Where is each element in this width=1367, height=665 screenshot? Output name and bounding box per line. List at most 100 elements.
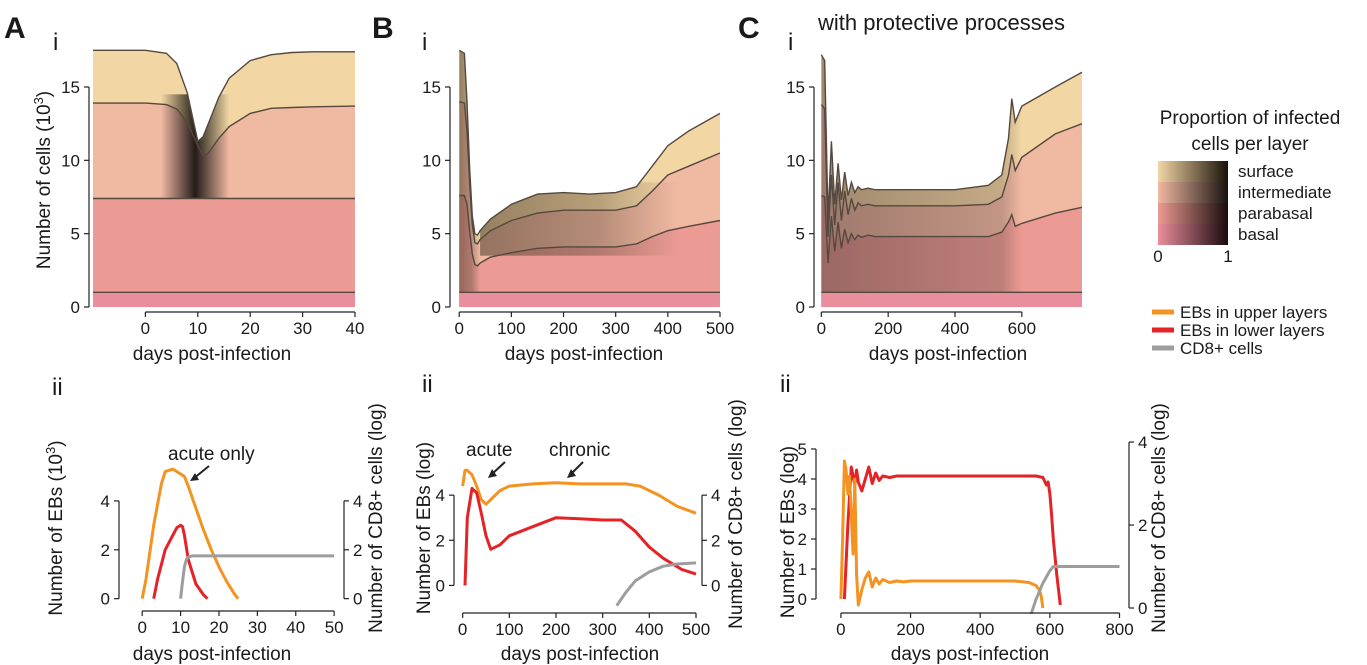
y-tick-label: 0 [71, 298, 80, 317]
plot-c-i: 0 200 400 600 0 5 10 15 [786, 54, 1083, 338]
y-tick-label: 0 [798, 590, 807, 609]
x-tick-label: 20 [210, 618, 229, 637]
y-tick-label: 1 [798, 560, 807, 579]
x-tick-label: 400 [635, 620, 663, 639]
layer-legend-label-basal: basal [1238, 225, 1279, 244]
panel-label-c: C [738, 12, 760, 45]
y-tick-label: 2 [436, 531, 445, 550]
y-tick-label: 0 [101, 590, 110, 609]
y2-tick-label: 0 [711, 576, 720, 595]
line-legend-label: CD8+ cells [1180, 339, 1263, 358]
annotation-arrowhead-acute [488, 469, 497, 478]
panel-c-title: with protective processes [817, 10, 1065, 35]
x-tick-label: 30 [293, 319, 312, 338]
boundary-surface [93, 49, 355, 143]
x-tick-label: 40 [346, 319, 365, 338]
boundary-intermediate [459, 101, 721, 245]
layer-legend-title-1: Proportion of infected [1160, 108, 1341, 129]
y-tick-label: 5 [71, 225, 80, 244]
xlabel-a-i: days post-infection [133, 344, 291, 365]
ylabel-a-ii: Number of EBs (103) [43, 440, 67, 615]
ylabel-a-i: Number of cells (103) [31, 91, 55, 269]
x-tick-label: 500 [706, 319, 734, 338]
annotation-arrowhead-acute-only [190, 473, 199, 481]
sub-label-a-i: i [53, 29, 58, 56]
line-legend-label: EBs in lower layers [1180, 321, 1325, 340]
layer-legend-swatch-parabasal [1158, 203, 1228, 224]
boundary-intermediate [820, 104, 1083, 237]
x-tick-label: 30 [248, 618, 267, 637]
x-tick-label: 200 [874, 319, 902, 338]
y-tick-label: 10 [422, 151, 441, 170]
ylabel-b-ii: Number of EBs (log) [414, 442, 435, 614]
boundary-surface [458, 49, 721, 237]
y-tick-label: 2 [101, 541, 110, 560]
layer-legend-label-surface: surface [1238, 162, 1294, 181]
y2-tick-label: 2 [711, 531, 720, 550]
x-tick-label: 20 [241, 319, 260, 338]
band-basal [821, 292, 1082, 307]
x-tick-label: 100 [495, 620, 523, 639]
y-tick-label: 0 [436, 576, 445, 595]
boundary-parabasal [821, 194, 1083, 264]
y-tick-label: 5 [796, 225, 805, 244]
annotation-acute: acute [466, 440, 512, 461]
x-tick-label: 0 [458, 620, 467, 639]
layer-legend-label-intermediate: intermediate [1238, 183, 1332, 202]
layer-legend-title-2: cells per layer [1191, 134, 1309, 155]
layer-legend-label-parabasal: parabasal [1238, 204, 1313, 223]
x-tick-label: 0 [137, 618, 146, 637]
band-parabasal [93, 198, 355, 307]
x-tick-label: 100 [497, 319, 525, 338]
x-tick-label: 400 [966, 620, 994, 639]
y2label-b-ii: Number of CD8+ cells (log) [726, 399, 747, 629]
panel-label-a: A [4, 12, 26, 45]
layer-legend-swatch-basal [1158, 224, 1228, 245]
boundary-surface [820, 54, 1083, 220]
line-legend-label: EBs in upper layers [1180, 303, 1327, 322]
y2label-c-ii: Number of CD8+ cells (log) [1149, 403, 1170, 633]
x-tick-label: 300 [601, 319, 629, 338]
y2-tick-label: 2 [1138, 516, 1147, 535]
plot-b-ii: 0 100 200 300 400 500 0 2 4 0 2 4 [436, 468, 720, 639]
y-tick-label: 4 [798, 470, 807, 489]
panel-label-b: B [372, 12, 394, 45]
sub-label-a-ii: ii [52, 374, 63, 401]
y-tick-label: 5 [798, 440, 807, 459]
infection-shading [821, 54, 1022, 293]
xlabel-b-ii: days post-infection [501, 644, 659, 665]
series-cd8-cells [1029, 565, 1120, 614]
x-tick-label: 500 [682, 620, 710, 639]
y-tick-label: 10 [61, 151, 80, 170]
layer-legend-scale-max: 1 [1223, 247, 1232, 266]
y2-tick-label: 2 [353, 541, 362, 560]
sub-label-b-i: i [422, 29, 427, 56]
y-tick-label: 0 [796, 298, 805, 317]
x-tick-label: 0 [141, 319, 150, 338]
series-cd8-cells [615, 561, 697, 607]
y-tick-label: 5 [432, 225, 441, 244]
layer-legend-swatch-intermediate [1158, 182, 1228, 203]
y-tick-label: 2 [798, 530, 807, 549]
x-tick-label: 200 [542, 620, 570, 639]
layer-legend-swatch-surface [1158, 161, 1228, 182]
x-tick-label: 10 [188, 319, 207, 338]
y-tick-label: 15 [786, 78, 805, 97]
x-tick-label: 200 [549, 319, 577, 338]
x-tick-label: 0 [454, 319, 463, 338]
annotation-chronic: chronic [549, 440, 610, 461]
ylabel-c-ii: Number of EBs (log) [778, 446, 799, 618]
series-ebs-in-upper-layers [839, 459, 1045, 609]
infection-shading [161, 94, 230, 199]
y-tick-label: 10 [786, 151, 805, 170]
sub-label-c-ii: ii [780, 371, 791, 398]
x-tick-label: 200 [896, 620, 924, 639]
x-tick-label: 300 [588, 620, 616, 639]
x-tick-label: 600 [1008, 319, 1036, 338]
plot-c-ii: 0 200 400 600 800 0 1 2 3 4 5 0 2 4 [798, 433, 1148, 639]
y2-tick-label: 0 [1138, 599, 1147, 618]
boundary-parabasal [459, 194, 721, 267]
plot-a-i: 0 10 20 30 40 0 5 10 15 [61, 49, 365, 338]
